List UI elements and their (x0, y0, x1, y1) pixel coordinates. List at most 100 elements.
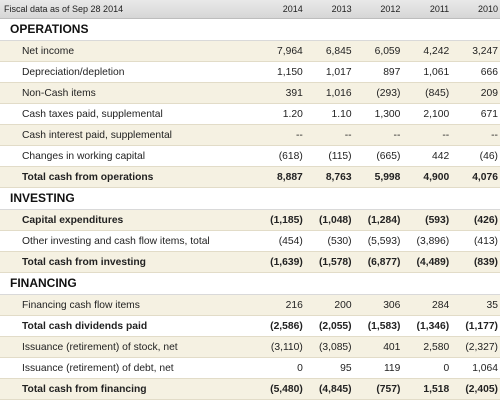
value-cell: -- (442, 129, 450, 141)
table-row: Total cash from financing (5,480) (4,845) (… (0, 379, 500, 400)
row-label: Capital expenditures (22, 214, 124, 226)
value-cell: 1,016 (325, 87, 352, 99)
value-cell: 95 (340, 362, 352, 374)
table-row: Financing cash flow items 216 200 306 284 35 (0, 295, 500, 316)
row-label: Total cash from financing (22, 383, 147, 395)
row-label: Net income (22, 45, 75, 57)
value-cell: 1,518 (423, 383, 450, 395)
row-label: Issuance (retirement) of stock, net (22, 341, 178, 353)
value-cell: (454) (278, 235, 303, 247)
year-header: 2010 (477, 4, 498, 14)
value-cell: -- (491, 129, 498, 141)
table-row: Issuance (retirement) of stock, net (3,11… (0, 337, 500, 358)
table-row: Non-Cash items 391 1,016 (293) (845) 209 (0, 83, 500, 104)
value-cell: -- (393, 129, 401, 141)
row-label: Other investing and cash flow items, tot… (22, 235, 210, 247)
value-cell: (46) (479, 150, 498, 162)
section-title: FINANCING (0, 273, 500, 295)
value-cell: 6,059 (374, 45, 401, 57)
value-cell: -- (295, 129, 303, 141)
value-cell: 200 (334, 299, 352, 311)
value-cell: (1,578) (318, 256, 352, 268)
value-cell: (4,489) (416, 256, 450, 268)
value-cell: 391 (285, 87, 303, 99)
table-row: Capital expenditures (1,185) (1,048) (1,284… (0, 210, 500, 231)
value-cell: (618) (278, 150, 303, 162)
row-label: Financing cash flow items (22, 299, 140, 311)
value-cell: (2,055) (318, 320, 352, 332)
value-cell: (530) (327, 235, 352, 247)
value-cell: 4,900 (423, 171, 450, 183)
value-cell: (5,593) (367, 235, 401, 247)
value-cell: 2,580 (423, 341, 450, 353)
value-cell: 209 (480, 87, 498, 99)
row-label: Total cash from investing (22, 256, 146, 268)
row-label: Issuance (retirement) of debt, net (22, 362, 174, 374)
value-cell: (4,845) (318, 383, 352, 395)
value-cell: (2,586) (270, 320, 303, 332)
value-cell: (115) (328, 150, 352, 162)
value-cell: 35 (486, 299, 498, 311)
year-header: 2014 (282, 4, 303, 14)
value-cell: 1,150 (277, 66, 303, 78)
value-cell: (1,177) (465, 320, 498, 332)
value-cell: 5,998 (374, 171, 401, 183)
value-cell: (665) (376, 150, 401, 162)
value-cell: 442 (432, 150, 450, 162)
value-cell: (1,639) (270, 256, 303, 268)
table-row: Total cash from operations 8,887 8,763 5,99… (0, 167, 500, 188)
value-cell: 1.10 (331, 108, 352, 120)
table-row: Issuance (retirement) of debt, net 0 95 119… (0, 358, 500, 379)
value-cell: (2,405) (465, 383, 498, 395)
table-row: Other investing and cash flow items, tot… (0, 231, 500, 252)
row-label: Cash taxes paid, supplemental (22, 108, 163, 120)
value-cell: (6,877) (367, 256, 401, 268)
value-cell: (839) (473, 256, 498, 268)
table-row: Cash interest paid, supplemental -- -- -- --… (0, 125, 500, 146)
value-cell: (413) (473, 235, 498, 247)
value-cell: 0 (297, 362, 303, 374)
value-cell: (2,327) (465, 341, 498, 353)
value-cell: (757) (376, 383, 401, 395)
value-cell: (5,480) (270, 383, 303, 395)
table-body: OPERATIONS Net income 7,964 6,845 6,059 4,242… (0, 19, 500, 400)
value-cell: (426) (473, 214, 498, 226)
row-label: Non-Cash items (22, 87, 96, 99)
table-header: Fiscal data as of Sep 28 2014 2014 2013 … (0, 0, 500, 19)
value-cell: (1,284) (367, 214, 401, 226)
value-cell: 216 (285, 299, 303, 311)
row-label: Total cash dividends paid (22, 320, 148, 332)
value-cell: (1,185) (270, 214, 303, 226)
value-cell: 1,017 (325, 66, 352, 78)
value-cell: (1,346) (416, 320, 450, 332)
value-cell: 7,964 (277, 45, 303, 57)
value-cell: (293) (376, 87, 401, 99)
value-cell: (593) (425, 214, 450, 226)
table-row: Total cash dividends paid (2,586) (2,055) (… (0, 316, 500, 337)
value-cell: 671 (480, 108, 498, 120)
value-cell: (3,110) (270, 341, 303, 353)
value-cell: 1.20 (282, 108, 303, 120)
table-row: Total cash from investing (1,639) (1,578) (… (0, 252, 500, 273)
table-row: Net income 7,964 6,845 6,059 4,242 3,247 (0, 41, 500, 62)
value-cell: (1,048) (318, 214, 352, 226)
value-cell: 306 (383, 299, 401, 311)
value-cell: 6,845 (325, 45, 352, 57)
value-cell: 401 (383, 341, 401, 353)
value-cell: 8,887 (277, 171, 303, 183)
value-cell: 666 (480, 66, 498, 78)
value-cell: 119 (383, 362, 401, 374)
value-cell: (845) (425, 87, 450, 99)
value-cell: 4,076 (472, 171, 498, 183)
value-cell: 0 (443, 362, 450, 374)
value-cell: (1,583) (367, 320, 401, 332)
row-label: Changes in working capital (22, 150, 146, 162)
value-cell: 897 (383, 66, 401, 78)
value-cell: 3,247 (472, 45, 498, 57)
value-cell: 1,064 (472, 362, 498, 374)
table-row: Cash taxes paid, supplemental 1.20 1.10 1,3… (0, 104, 500, 125)
table-row: Changes in working capital (618) (115) (665… (0, 146, 500, 167)
value-cell: 8,763 (325, 171, 352, 183)
section-title: OPERATIONS (0, 19, 500, 41)
